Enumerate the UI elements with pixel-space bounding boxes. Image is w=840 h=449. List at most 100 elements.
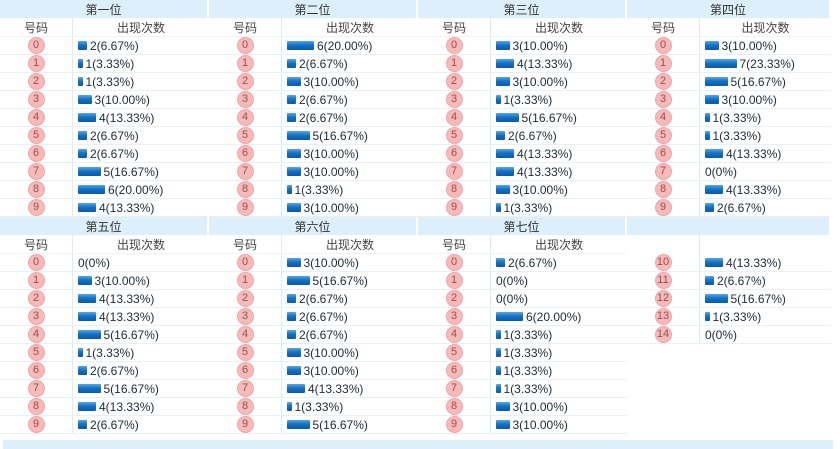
number-badge: 0 [27, 254, 45, 271]
next-section-band [3, 440, 833, 449]
number-badge: 6 [236, 145, 254, 162]
count-cell: 1(3.33%) [700, 129, 831, 143]
number-cell: 8 [0, 398, 73, 415]
count-cell: 7(23.33%) [700, 57, 831, 71]
table-body: 0 0(0%) 1 3(10.00%) 2 4(13.33%) 3 4(13. [0, 254, 209, 434]
table-body: 0 3(10.00%) 1 7(23.33%) 2 5(16.67%) 3 3 [627, 37, 831, 217]
frequency-bar [78, 41, 87, 50]
number-cell: 0 [209, 37, 282, 54]
frequency-bar [78, 330, 101, 339]
number-badge: 2 [445, 73, 463, 90]
number-cell: 2 [0, 290, 73, 307]
number-cell: 9 [0, 199, 73, 216]
frequency-label: 3(10.00%) [303, 345, 359, 360]
frequency-label: 4(13.33%) [99, 399, 155, 414]
number-cell: 7 [418, 163, 491, 180]
table-row: 1 4(13.33%) [418, 55, 627, 73]
number-cell: 7 [0, 163, 73, 180]
frequency-bar [78, 185, 105, 194]
number-badge: 2 [27, 290, 45, 307]
count-cell: 4(13.33%) [491, 165, 627, 179]
frequency-label: 2(6.67%) [299, 309, 348, 324]
number-cell: 7 [209, 163, 282, 180]
frequency-label: 3(10.00%) [303, 255, 359, 270]
frequency-bar [496, 149, 514, 158]
number-badge: 5 [236, 127, 254, 144]
number-badge: 11 [654, 272, 672, 289]
count-cell: 3(10.00%) [282, 364, 418, 378]
position-frequency-table: 第一位 号码 出现次数 0 2(6.67%) 1 1(3.33%) 2 1(3 [0, 0, 209, 217]
table-row: 6 4(13.33%) [627, 145, 831, 163]
number-cell: 11 [627, 272, 700, 289]
frequency-bar [287, 258, 301, 267]
table-row: 7 0(0%) [627, 163, 831, 181]
frequency-label: 7(23.33%) [739, 56, 795, 71]
count-cell: 3(10.00%) [700, 39, 831, 53]
number-badge: 8 [236, 181, 254, 198]
count-cell: 6(20.00%) [491, 310, 627, 324]
number-cell: 2 [209, 73, 282, 90]
frequency-bar [287, 276, 310, 285]
number-badge: 1 [445, 272, 463, 289]
number-badge: 4 [445, 109, 463, 126]
frequency-label: 4(13.33%) [99, 200, 155, 215]
frequency-bar [287, 185, 292, 194]
table-row: 2 3(10.00%) [418, 73, 627, 91]
table-body: 0 3(10.00%) 1 4(13.33%) 2 3(10.00%) 3 1 [418, 37, 627, 217]
number-badge: 4 [27, 109, 45, 126]
table-row: 3 1(3.33%) [418, 91, 627, 109]
count-cell: 4(13.33%) [73, 400, 209, 414]
table-row: 8 4(13.33%) [0, 398, 209, 416]
frequency-label: 0(0%) [496, 291, 529, 306]
count-cell: 4(13.33%) [491, 57, 627, 71]
table-row: 9 5(16.67%) [209, 416, 418, 434]
frequency-label: 2(6.67%) [717, 273, 766, 288]
frequency-label: 0(0%) [705, 327, 738, 342]
frequency-label: 1(3.33%) [294, 399, 344, 414]
count-cell: 2(6.67%) [282, 292, 418, 306]
table-row: 5 2(6.67%) [418, 127, 627, 145]
table-row: 1 5(16.67%) [209, 272, 418, 290]
table-body: 0 6(20.00%) 1 2(6.67%) 2 3(10.00%) 3 2( [209, 37, 418, 217]
table-row: 5 3(10.00%) [209, 344, 418, 362]
position-frequency-table: 10 4(13.33%) 11 2(6.67%) 12 5(16.67%) 13 [627, 217, 831, 344]
position-frequency-table: 第三位 号码 出现次数 0 3(10.00%) 1 4(13.33%) 2 3 [418, 0, 627, 217]
count-cell: 1(3.33%) [73, 75, 209, 89]
table-row: 9 4(13.33%) [0, 199, 209, 217]
number-cell: 4 [418, 109, 491, 126]
column-header-number: 号码 [209, 235, 282, 253]
column-header-number: 号码 [0, 235, 73, 253]
table-row: 7 4(13.33%) [209, 380, 418, 398]
number-badge: 5 [445, 344, 463, 361]
table-row: 0 3(10.00%) [627, 37, 831, 55]
column-header-count: 出现次数 [741, 20, 790, 35]
frequency-label: 1(3.33%) [294, 182, 344, 197]
count-cell: 3(10.00%) [282, 201, 418, 215]
frequency-label: 5(16.67%) [312, 128, 368, 143]
number-cell: 2 [418, 290, 491, 307]
table-body: 0 2(6.67%) 1 1(3.33%) 2 1(3.33%) 3 3(10 [0, 37, 209, 217]
frequency-bar [287, 330, 296, 339]
count-cell: 2(6.67%) [282, 328, 418, 342]
table-row: 7 5(16.67%) [0, 163, 209, 181]
frequency-label: 4(13.33%) [99, 309, 155, 324]
frequency-label: 5(16.67%) [312, 273, 368, 288]
frequency-label: 0(0%) [705, 164, 738, 179]
frequency-bar [496, 312, 523, 321]
table-column-headers: 号码 出现次数 [0, 18, 209, 37]
table-row: 5 1(3.33%) [627, 127, 831, 145]
table-row: 4 5(16.67%) [418, 109, 627, 127]
number-cell: 5 [627, 127, 700, 144]
frequency-label: 4(13.33%) [726, 255, 782, 270]
frequency-bar [78, 95, 92, 104]
table-row: 13 1(3.33%) [627, 308, 831, 326]
table-row: 7 5(16.67%) [0, 380, 209, 398]
table-row: 8 1(3.33%) [209, 181, 418, 199]
count-cell: 5(16.67%) [282, 129, 418, 143]
count-cell: 2(6.67%) [73, 364, 209, 378]
frequency-label: 4(13.33%) [99, 110, 155, 125]
count-cell: 3(10.00%) [282, 75, 418, 89]
count-cell: 3(10.00%) [491, 39, 627, 53]
number-badge: 6 [654, 145, 672, 162]
number-badge: 4 [445, 326, 463, 343]
